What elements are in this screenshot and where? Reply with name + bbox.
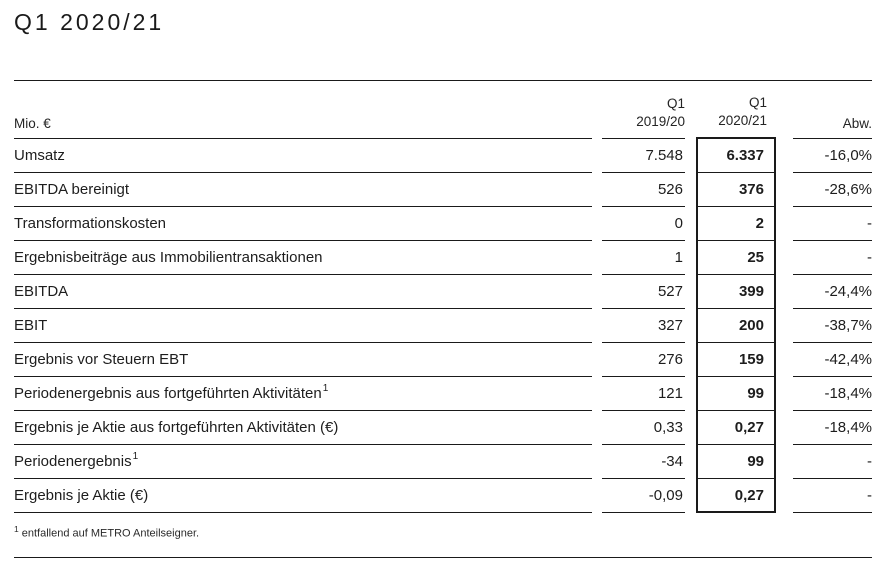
footnote: 1 entfallend auf METRO Anteilseigner.: [14, 524, 872, 540]
value-prev: -0,09: [602, 479, 685, 513]
row-label: Transformationskosten: [14, 215, 167, 232]
row-label: Ergebnis je Aktie (€): [14, 487, 149, 504]
row-label-cell: Ergebnisbeiträge aus Immobilientransakti…: [14, 241, 592, 275]
value-prev: 121: [602, 377, 685, 411]
value-prev: 0,33: [602, 411, 685, 445]
value-curr: 99: [696, 377, 776, 411]
value-curr: 99: [696, 445, 776, 479]
col-header-curr: Q1 2020/21: [696, 81, 776, 139]
value-curr: 159: [696, 343, 776, 377]
table-row: Ergebnis je Aktie aus fortgeführten Akti…: [14, 411, 872, 445]
value-abw: -18,4%: [793, 377, 872, 411]
value-abw: -38,7%: [793, 309, 872, 343]
row-label-cell: EBIT: [14, 309, 592, 343]
table-body: Umsatz 7.548 6.337 -16,0% EBITDA bereini…: [14, 139, 872, 513]
row-label: Ergebnisbeiträge aus Immobilientransakti…: [14, 249, 323, 266]
footnote-marker: 1: [14, 524, 19, 534]
value-curr: 6.337: [696, 139, 776, 173]
value-prev: 327: [602, 309, 685, 343]
col-header-curr-line2: 2020/21: [718, 113, 767, 128]
value-curr: 2: [696, 207, 776, 241]
row-label-cell: Ergebnis je Aktie aus fortgeführten Akti…: [14, 411, 592, 445]
page-title: Q1 2020/21: [14, 9, 165, 35]
col-header-abw: Abw.: [793, 81, 872, 139]
row-label: Periodenergebnis aus fortgeführten Aktiv…: [14, 385, 322, 402]
unit-label: Mio. €: [14, 81, 592, 139]
value-abw: -24,4%: [793, 275, 872, 309]
footnote-text: entfallend auf METRO Anteilseigner.: [21, 527, 200, 540]
value-curr: 0,27: [696, 411, 776, 445]
row-label-cell: Periodenergebnis 1: [14, 445, 592, 479]
row-label-cell: Ergebnis je Aktie (€): [14, 479, 592, 513]
row-label-cell: Ergebnis vor Steuern EBT: [14, 343, 592, 377]
value-abw: -: [793, 445, 872, 479]
col-header-prev-line2: 2019/20: [636, 114, 685, 129]
col-header-prev-line1: Q1: [666, 96, 685, 111]
value-prev: 276: [602, 343, 685, 377]
value-abw: -18,4%: [793, 411, 872, 445]
table-row: EBIT 327 200 -38,7%: [14, 309, 872, 343]
table-row: Ergebnis je Aktie (€) -0,09 0,27 -: [14, 479, 872, 513]
table-row: Ergebnis vor Steuern EBT 276 159 -42,4%: [14, 343, 872, 377]
row-label: Ergebnis vor Steuern EBT: [14, 351, 189, 368]
value-abw: -: [793, 207, 872, 241]
value-abw: -42,4%: [793, 343, 872, 377]
row-label-cell: Periodenergebnis aus fortgeführten Aktiv…: [14, 377, 592, 411]
value-abw: -: [793, 241, 872, 275]
value-curr: 376: [696, 173, 776, 207]
value-prev: 1: [602, 241, 685, 275]
table-row: Umsatz 7.548 6.337 -16,0%: [14, 139, 872, 173]
table-row: EBITDA bereinigt 526 376 -28,6%: [14, 173, 872, 207]
row-label: EBIT: [14, 317, 48, 334]
table-row: EBITDA 527 399 -24,4%: [14, 275, 872, 309]
top-rule: [14, 80, 872, 81]
value-curr: 25: [696, 241, 776, 275]
bottom-rule: [14, 557, 872, 558]
value-prev: 526: [602, 173, 685, 207]
table-row: Periodenergebnis aus fortgeführten Aktiv…: [14, 377, 872, 411]
row-label: Umsatz: [14, 147, 65, 164]
row-label: EBITDA bereinigt: [14, 181, 130, 198]
value-prev: 7.548: [602, 139, 685, 173]
col-header-prev: Q1 2019/20: [602, 81, 685, 139]
value-curr: 200: [696, 309, 776, 343]
value-prev: 0: [602, 207, 685, 241]
row-label-cell: Transformationskosten: [14, 207, 592, 241]
row-label-cell: Umsatz: [14, 139, 592, 173]
row-label: Periodenergebnis: [14, 453, 132, 470]
value-abw: -16,0%: [793, 139, 872, 173]
row-label: EBITDA: [14, 283, 69, 300]
table-header: Mio. € Q1 2019/20 Q1 2020/21 Abw.: [14, 81, 872, 139]
value-curr: 399: [696, 275, 776, 309]
value-prev: -34: [602, 445, 685, 479]
table-row: Transformationskosten 0 2 -: [14, 207, 872, 241]
col-header-curr-line1: Q1: [748, 95, 767, 110]
value-curr: 0,27: [696, 479, 776, 513]
table-row: Ergebnisbeiträge aus Immobilientransakti…: [14, 241, 872, 275]
value-abw: -28,6%: [793, 173, 872, 207]
row-label-cell: EBITDA: [14, 275, 592, 309]
value-abw: -: [793, 479, 872, 513]
row-label-cell: EBITDA bereinigt: [14, 173, 592, 207]
value-prev: 527: [602, 275, 685, 309]
table-row: Periodenergebnis 1 -34 99 -: [14, 445, 872, 479]
row-label: Ergebnis je Aktie aus fortgeführten Akti…: [14, 419, 339, 436]
report-page: Q1 2020/21 Mio. € Q1 2019/20 Q1 2020/21 …: [14, 9, 872, 558]
